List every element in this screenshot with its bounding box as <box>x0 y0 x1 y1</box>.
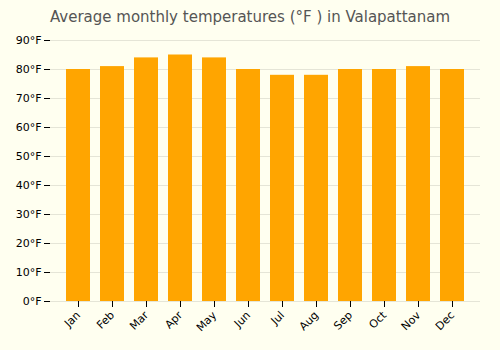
html-text:Average monthly temperatures (: Average monthly temperatures (°F ) in Va… <box>49 8 451 26</box>
svg-text:Aug: Aug <box>297 309 321 333</box>
svg-text:0°F: 0°F <box>23 295 42 308</box>
svg-text:May: May <box>194 308 220 334</box>
svg-text:Nov: Nov <box>399 308 424 333</box>
svg-text:10°F: 10°F <box>16 266 42 279</box>
svg-text:Dec: Dec <box>433 309 457 333</box>
svg-text:Mar: Mar <box>127 308 151 332</box>
svg-text:70°F: 70°F <box>16 92 42 105</box>
svg-text:90°F: 90°F <box>16 34 42 47</box>
svg-text:50°F: 50°F <box>16 150 42 163</box>
svg-text:Apr: Apr <box>162 308 185 331</box>
svg-text:Jun: Jun <box>231 309 253 331</box>
svg-text:Sep: Sep <box>331 309 355 333</box>
svg-text:Oct: Oct <box>366 308 389 331</box>
svg-text:Jan: Jan <box>61 309 83 331</box>
svg-text:40°F: 40°F <box>16 179 42 192</box>
svg-text:20°F: 20°F <box>16 237 42 250</box>
svg-text:80°F: 80°F <box>16 63 42 76</box>
svg-text:30°F: 30°F <box>16 208 42 221</box>
svg-text:Feb: Feb <box>94 309 117 332</box>
svg-text:Jul: Jul <box>268 309 287 328</box>
svg-text:60°F: 60°F <box>16 121 42 134</box>
